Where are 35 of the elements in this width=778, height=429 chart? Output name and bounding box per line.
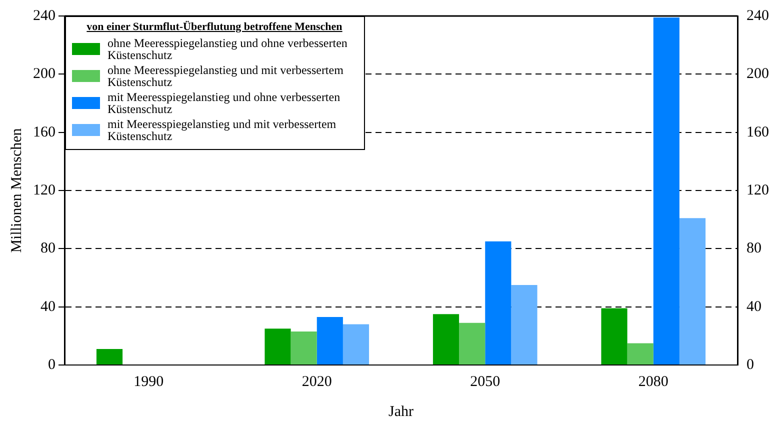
- x-tick-label: 2050: [470, 374, 500, 390]
- x-axis-title: Jahr: [388, 404, 414, 420]
- bar: [511, 285, 538, 364]
- y-tick-label: 80: [40, 240, 56, 257]
- y-tick-label: 120: [33, 182, 56, 198]
- bar: [601, 308, 628, 364]
- bar: [290, 332, 317, 364]
- y-tick-label: 200: [33, 66, 56, 82]
- y2-tick-label: 40: [746, 298, 762, 315]
- bar: [627, 343, 654, 364]
- bar: [96, 349, 123, 364]
- y-tick-label: 240: [33, 8, 56, 24]
- y2-tick-label: 240: [746, 8, 769, 24]
- bar: [342, 324, 370, 364]
- bar: [653, 17, 680, 364]
- x-tick-label: 2020: [302, 374, 332, 390]
- y2-tick-label: 200: [746, 66, 769, 82]
- y-tick-label: 40: [40, 298, 56, 315]
- y2-tick-label: 160: [746, 124, 769, 140]
- y-axis-title: Millionen Menschen: [8, 128, 25, 253]
- x-tick-label: 1990: [134, 374, 164, 390]
- y2-tick-label: 120: [746, 182, 769, 198]
- y2-tick-label: 80: [746, 240, 762, 257]
- legend-title: von einer Sturmflut-Überflutung betroffene Menschen: [86, 21, 344, 33]
- bar: [316, 317, 343, 364]
- bar: [264, 328, 291, 364]
- bar: [485, 241, 512, 364]
- bar: [459, 322, 486, 364]
- y-tick-label: 160: [33, 124, 56, 140]
- x-tick-label: 2080: [638, 374, 668, 390]
- y2-tick-label: 0: [746, 356, 754, 373]
- y-tick-label: 0: [48, 356, 56, 373]
- legend-label: mit Meeresspiegelanstieg und mit verbessertem Küstenschutz: [108, 117, 338, 143]
- bar: [679, 218, 706, 364]
- bar: [432, 314, 460, 364]
